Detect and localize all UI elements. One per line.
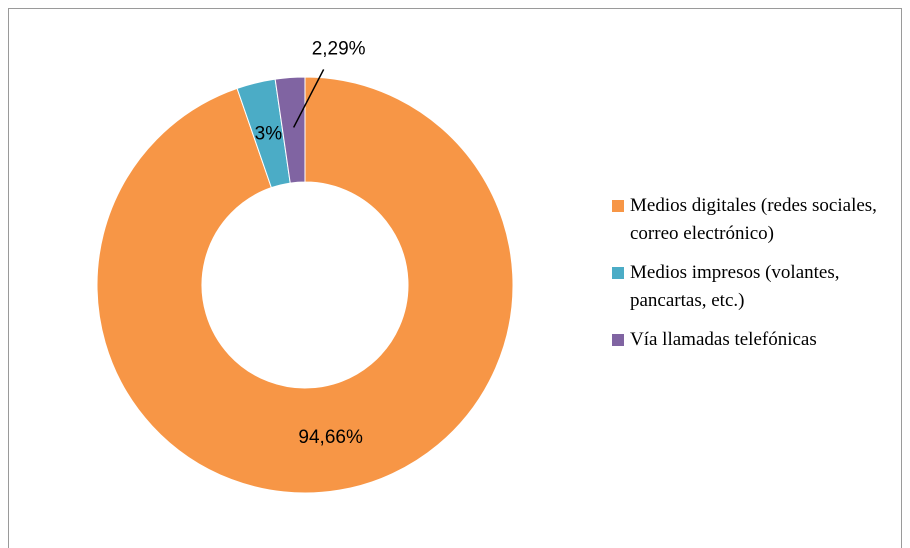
legend-swatch: [612, 267, 624, 279]
legend-label: Medios impresos (volantes, pancartas, et…: [630, 262, 840, 311]
legend-item: Medios impresos (volantes, pancartas, et…: [612, 259, 897, 315]
slice: [274, 76, 306, 184]
legend-label: Vía llamadas telefónicas: [630, 329, 817, 350]
legend-swatch: [612, 334, 624, 346]
legend-item: Medios digitales (redes sociales, correo…: [612, 192, 897, 248]
leader-line: [292, 69, 325, 128]
slice: [96, 76, 514, 494]
legend-label: Medios digitales (redes sociales, correo…: [630, 195, 877, 244]
legend-swatch: [612, 200, 624, 212]
legend-item: Vía llamadas telefónicas: [612, 326, 897, 354]
data-label: 3%: [255, 123, 283, 144]
legend: Medios digitales (redes sociales, correo…: [612, 192, 897, 365]
data-label: 2,29%: [312, 38, 366, 59]
data-label: 94,66%: [298, 427, 363, 448]
chart-border: [8, 8, 902, 548]
